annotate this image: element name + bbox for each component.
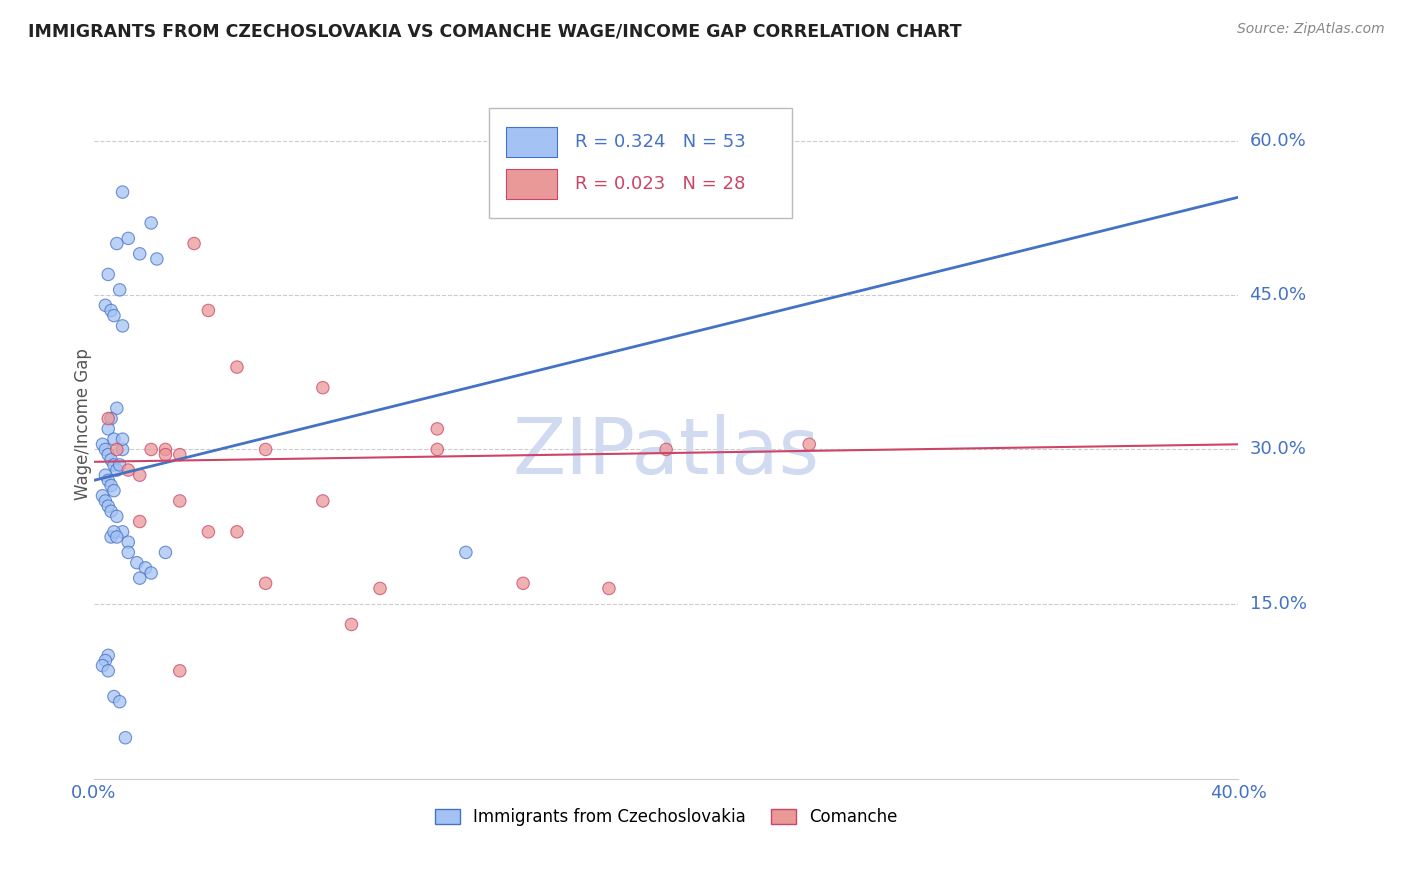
Point: [111, 432, 134, 446]
Point: [100, 452, 122, 467]
Bar: [506, 169, 557, 199]
Y-axis label: Wage/Income Gap: Wage/Income Gap: [75, 348, 91, 500]
Point: [97, 648, 120, 663]
Point: [128, 515, 150, 529]
Point: [169, 448, 191, 462]
Text: 30.0%: 30.0%: [1250, 441, 1306, 458]
Point: [108, 283, 131, 297]
Point: [94, 442, 117, 457]
Text: R = 0.324   N = 53: R = 0.324 N = 53: [575, 133, 745, 151]
Point: [117, 535, 139, 549]
Point: [169, 494, 191, 508]
Point: [105, 530, 128, 544]
Point: [103, 458, 125, 472]
Text: Source: ZipAtlas.com: Source: ZipAtlas.com: [1237, 22, 1385, 37]
Point: [111, 185, 134, 199]
Point: [100, 504, 122, 518]
Point: [312, 381, 335, 395]
Point: [111, 524, 134, 539]
Point: [91, 658, 114, 673]
Point: [103, 524, 125, 539]
Point: [100, 303, 122, 318]
Point: [312, 494, 335, 508]
Point: [94, 468, 117, 483]
Point: [100, 478, 122, 492]
Point: [197, 303, 219, 318]
Text: 45.0%: 45.0%: [1250, 286, 1306, 304]
Point: [97, 411, 120, 425]
Point: [141, 442, 163, 457]
Point: [340, 617, 363, 632]
Point: [97, 474, 120, 488]
Point: [426, 422, 449, 436]
Point: [226, 524, 249, 539]
Point: [97, 664, 120, 678]
Point: [117, 231, 139, 245]
Point: [105, 442, 128, 457]
FancyBboxPatch shape: [489, 108, 792, 218]
Text: ZIPatlas: ZIPatlas: [513, 414, 820, 490]
Point: [134, 561, 156, 575]
Point: [197, 524, 219, 539]
Point: [155, 545, 177, 559]
Text: R = 0.023   N = 28: R = 0.023 N = 28: [575, 176, 745, 194]
Text: 60.0%: 60.0%: [1250, 132, 1306, 150]
Point: [155, 442, 177, 457]
Point: [117, 463, 139, 477]
Point: [94, 653, 117, 667]
Point: [128, 468, 150, 483]
Point: [91, 489, 114, 503]
Point: [91, 437, 114, 451]
Point: [254, 576, 277, 591]
Bar: [506, 127, 557, 157]
Point: [108, 695, 131, 709]
Point: [105, 236, 128, 251]
Point: [512, 576, 534, 591]
Point: [117, 545, 139, 559]
Point: [97, 448, 120, 462]
Point: [97, 268, 120, 282]
Point: [103, 432, 125, 446]
Point: [655, 442, 678, 457]
Point: [94, 298, 117, 312]
Point: [100, 411, 122, 425]
Point: [226, 360, 249, 375]
Point: [105, 463, 128, 477]
Point: [103, 690, 125, 704]
Point: [254, 442, 277, 457]
Point: [114, 731, 136, 745]
Point: [128, 571, 150, 585]
Point: [598, 582, 620, 596]
Text: IMMIGRANTS FROM CZECHOSLOVAKIA VS COMANCHE WAGE/INCOME GAP CORRELATION CHART: IMMIGRANTS FROM CZECHOSLOVAKIA VS COMANC…: [28, 22, 962, 40]
Point: [426, 442, 449, 457]
Point: [155, 448, 177, 462]
Point: [103, 309, 125, 323]
Point: [128, 247, 150, 261]
Point: [141, 216, 163, 230]
Legend: Immigrants from Czechoslovakia, Comanche: Immigrants from Czechoslovakia, Comanche: [426, 800, 905, 835]
Point: [111, 318, 134, 333]
Point: [100, 530, 122, 544]
Text: 15.0%: 15.0%: [1250, 595, 1306, 613]
Point: [146, 252, 169, 266]
Point: [105, 509, 128, 524]
Point: [103, 483, 125, 498]
Point: [97, 422, 120, 436]
Point: [97, 499, 120, 513]
Point: [108, 458, 131, 472]
Point: [183, 236, 205, 251]
Point: [105, 401, 128, 416]
Point: [125, 556, 148, 570]
Point: [454, 545, 477, 559]
Point: [111, 442, 134, 457]
Point: [799, 437, 821, 451]
Point: [141, 566, 163, 580]
Point: [94, 494, 117, 508]
Point: [169, 664, 191, 678]
Point: [368, 582, 391, 596]
